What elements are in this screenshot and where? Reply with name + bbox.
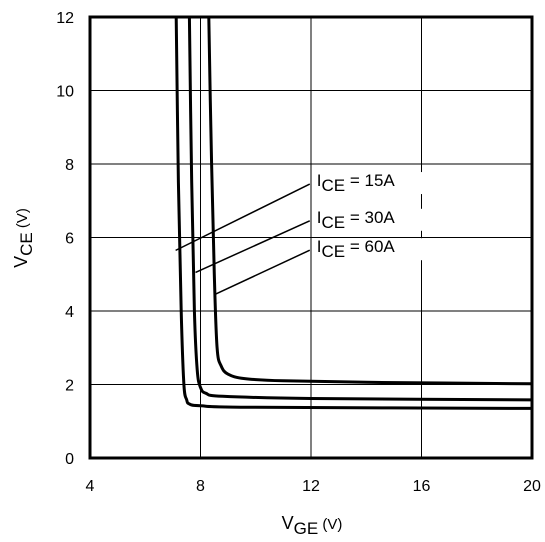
y-tick-label: 4 [65,304,74,321]
y-axis-title-main: V [11,256,31,268]
x-axis-title-main: V [282,513,294,533]
y-tick-labels: 0 2 4 6 8 10 12 [56,10,74,468]
annotation-label: ICE = 30A [317,208,396,232]
y-tick-label: 0 [65,451,74,468]
grid-lines [90,17,532,458]
annotation-leaders [175,183,311,296]
y-tick-label: 8 [65,157,74,174]
data-curves [174,15,534,410]
series-curve [207,15,534,386]
x-tick-label: 16 [413,478,431,495]
annotation-label: ICE = 60A [317,237,396,261]
x-tick-labels: 4 8 12 16 20 [86,478,541,495]
annotation-label: ICE = 15A [317,171,396,195]
annotation-labels: ICE = 15A ICE = 30A ICE = 60A [314,171,423,261]
x-axis-title-unit: (V) [318,516,342,533]
annotation-leader-line [195,220,311,274]
y-tick-label: 12 [56,10,74,27]
x-tick-label: 12 [302,478,320,495]
annotation-label-bg [314,172,423,195]
y-tick-label: 6 [65,231,74,248]
annotation-leader-line [214,249,311,296]
y-axis-title-sub: CE [17,232,36,256]
x-tick-label: 20 [523,478,541,495]
x-tick-label: 4 [86,478,95,495]
annotation-label-bg [314,208,423,231]
annotation-label-bg [314,238,423,261]
y-tick-label: 10 [56,84,74,101]
y-axis-title: VCE (V) [11,208,36,268]
x-tick-label: 8 [196,478,205,495]
plot-frame [88,15,534,460]
series-curve [174,15,534,410]
y-tick-label: 2 [65,378,74,395]
x-axis-title-sub: GE [294,519,319,538]
series-curve [187,15,534,402]
x-axis-title: VGE (V) [282,513,343,538]
y-axis-title-unit: (V) [14,208,31,232]
annotation-leader-line [175,183,311,252]
